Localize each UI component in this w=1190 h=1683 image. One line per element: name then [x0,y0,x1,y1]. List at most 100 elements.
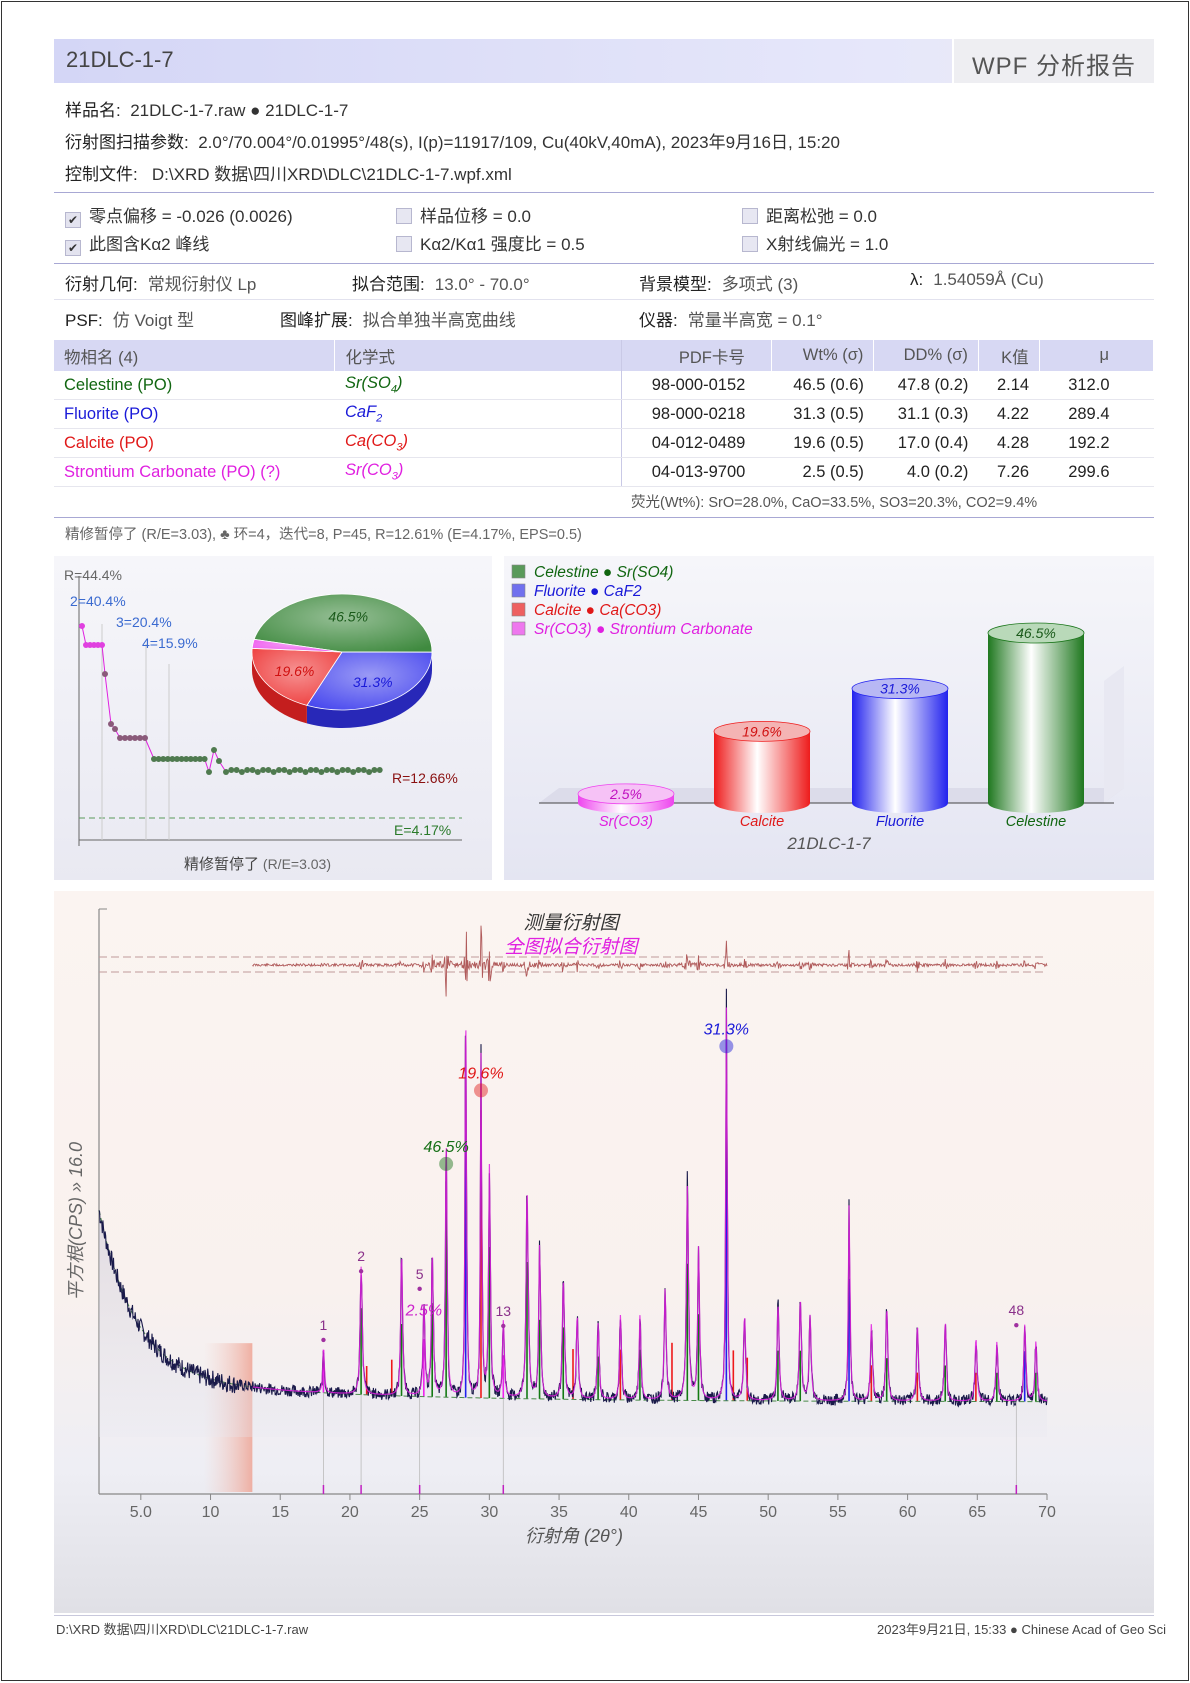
x-tick-label: 60 [899,1504,917,1521]
checkbox[interactable]: ✔ [65,212,81,228]
phase-dd: 4.0 (0.2) [874,458,979,487]
iteration-point [255,769,261,775]
phase-dd: 47.8 (0.2) [874,371,979,400]
checkbox[interactable] [396,236,412,252]
x-tick-label: 70 [1038,1504,1056,1521]
field-label: PSF: [65,311,103,330]
legend-swatch [512,622,525,635]
col-formula[interactable]: 化学式 [335,340,621,371]
phase-wt: 19.6 (0.5) [771,429,874,458]
peak-marker [474,1083,488,1097]
phase-name: Celestine (PO) [54,371,335,400]
index-dot [1014,1323,1018,1327]
iteration-point [79,623,85,629]
phase-wt: 31.3 (0.5) [771,400,874,429]
field-label: 仪器: [639,311,678,330]
divider [54,263,1154,264]
iteration-point [313,767,319,773]
field-value: 常量半高宽 = 0.1° [688,311,823,330]
iteration-point [377,767,383,773]
iteration-point [345,767,351,773]
x-tick-label: 10 [202,1504,220,1521]
iteration-point [356,767,362,773]
col-dd[interactable]: DD% (σ) [874,340,979,371]
fluorescence-text: 荧光(Wt%): SrO=28.0%, CaO=33.5%, SO3=20.3%… [621,487,1153,516]
phase-name: Fluorite (PO) [54,400,335,429]
pie-label: 46.5% [328,608,368,624]
iteration-point [250,767,256,773]
option-xray-polarization[interactable]: X射线偏光 = 1.0 [742,230,888,255]
bar-cylinder [988,633,1084,813]
checkbox[interactable]: ✔ [65,240,81,256]
fluorescence-row: 荧光(Wt%): SrO=28.0%, CaO=33.5%, SO3=20.3%… [54,487,1154,516]
x-tick-label: 65 [968,1504,986,1521]
loop-label: 2=40.4% [70,593,126,609]
option-sample-displacement[interactable]: 样品位移 = 0.0 [396,202,531,227]
conv-caption-sub: (R/E=3.03) [259,856,331,872]
calculated-pattern [253,1008,1047,1401]
bar-category-label: Celestine [1006,814,1066,830]
refine-status: 精修暂停了 (R/E=3.03), ♣ 环=4，迭代=8, P=45, R=12… [65,523,582,544]
col-phase-name[interactable]: 物相名 (4) [54,340,335,371]
phase-row[interactable]: Strontium Carbonate (PO) (?)Sr(CO3)04-01… [54,458,1154,487]
iteration-point [308,767,314,773]
control-file-label: 控制文件: [65,165,138,184]
divider [54,192,1154,193]
option-ka2-lines[interactable]: ✔此图含Kα2 峰线 [65,230,209,256]
geometry-field: 衍射几何:常规衍射仪 Lp [65,270,256,295]
x-tick-label: 25 [411,1504,429,1521]
iteration-point [228,767,234,773]
checkbox[interactable] [742,236,758,252]
fit-range-field: 拟合范围:13.0° - 70.0° [352,270,530,295]
iteration-point [324,767,330,773]
scan-params-value: 2.0°/70.004°/0.01995°/48(s), I(p)=11917/… [198,133,840,152]
peak-index-label: 5 [416,1266,424,1282]
phase-k: 2.14 [978,371,1039,400]
checkbox[interactable] [396,208,412,224]
footer-divider [54,1615,1154,1616]
option-distance-relax[interactable]: 距离松弛 = 0.0 [742,202,877,227]
spacer [54,487,621,516]
option-label: 零点偏移 = -0.026 (0.0026) [89,207,293,226]
field-label: λ: [910,270,923,289]
phase-k: 4.22 [978,400,1039,429]
r-end-label: R=12.66% [392,770,458,786]
loop-label: 4=15.9% [142,635,198,651]
col-wt[interactable]: Wt% (σ) [771,340,874,371]
chart-subtitle: 全图拟合衍射图 [504,936,640,958]
peak-index-label: 1 [320,1317,328,1333]
pie-label: 31.3% [353,674,393,690]
convergence-panel: R=44.4%2=40.4%3=20.4%4=15.9%R=12.66%E=4.… [54,556,492,880]
phase-pdf: 98-000-0152 [621,371,771,400]
option-zero-shift[interactable]: ✔ 零点偏移 = -0.026 (0.0026) [65,202,293,228]
legend-entry: Sr(CO3) ● Strontium Carbonate [534,621,753,638]
sample-name-value: 21DLC-1-7.raw ● 21DLC-1-7 [130,101,348,120]
bar-value-label: 2.5% [609,786,642,802]
field-label: 图峰扩展: [280,311,353,330]
bar-value-label: 46.5% [1016,625,1056,641]
bar-category-label: Calcite [740,814,784,830]
bar-chart-title: 21DLC-1-7 [786,834,871,853]
col-pdf[interactable]: PDF卡号 [621,340,771,371]
e-label: E=4.17% [394,822,451,838]
field-value: 常规衍射仪 Lp [148,275,257,294]
iteration-point [318,769,324,775]
col-k[interactable]: K值 [978,340,1039,371]
phase-formula: Ca(CO3) [335,429,621,458]
scan-params-label: 衍射图扫描参数: [65,133,189,152]
formula-base: CaF [345,403,376,421]
col-mu[interactable]: μ [1039,340,1153,371]
iteration-point [108,721,114,727]
loop-label: 3=20.4% [116,614,172,630]
checkbox[interactable] [742,208,758,224]
bar-cylinder [852,689,948,813]
field-value: 1.54059Å (Cu) [933,270,1044,289]
option-ka2-ratio[interactable]: Kα2/Kα1 强度比 = 0.5 [396,230,585,255]
background-model-field: 背景模型:多项式 (3) [639,270,798,295]
peak-index-label: 13 [496,1303,512,1319]
back-wall [1104,666,1124,803]
